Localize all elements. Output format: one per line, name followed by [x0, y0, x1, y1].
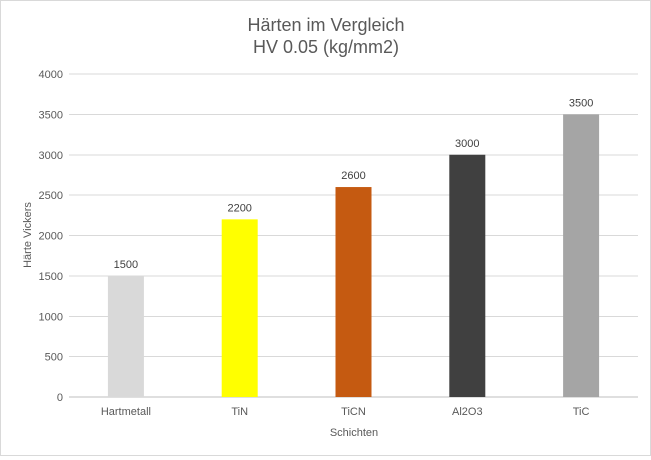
y-tick-label: 2000	[39, 231, 63, 243]
x-tick-label: TiC	[573, 406, 590, 418]
bar-ticn	[335, 187, 372, 397]
y-axis-ticks: 0 500 1000 1500 2000 2500 3000 3500 4000	[39, 69, 63, 404]
y-tick-label: 500	[45, 352, 63, 364]
y-tick-label: 1500	[39, 271, 63, 283]
y-tick-label: 3500	[39, 109, 63, 121]
y-tick-label: 2500	[39, 190, 63, 202]
bar-tic	[563, 114, 600, 397]
bar-tin	[221, 219, 258, 397]
y-tick-label: 1000	[39, 311, 63, 323]
chart-title: Härten im Vergleich	[247, 15, 404, 35]
y-tick-label: 3000	[39, 150, 63, 162]
y-tick-label: 0	[57, 392, 63, 404]
data-label: 3500	[569, 97, 593, 109]
x-axis-title: Schichten	[330, 427, 378, 439]
x-tick-label: TiCN	[341, 406, 366, 418]
y-tick-label: 4000	[39, 69, 63, 81]
bar-hartmetall	[107, 275, 144, 397]
y-axis-title: Härte Vickers	[22, 202, 34, 268]
data-labels: 1500 2200 2600 3000 3500	[114, 97, 594, 271]
data-label: 2600	[341, 170, 365, 182]
chart-subtitle: HV 0.05 (kg/mm2)	[253, 37, 399, 57]
x-axis-ticks: Hartmetall TiN TiCN Al2O3 TiC	[101, 406, 590, 418]
x-tick-label: TiN	[231, 406, 248, 418]
x-tick-label: Al2O3	[452, 406, 483, 418]
bars	[107, 114, 600, 397]
x-tick-label: Hartmetall	[101, 406, 151, 418]
bar-al2o3	[449, 154, 486, 397]
data-label: 2200	[227, 202, 251, 214]
data-label: 1500	[114, 259, 138, 271]
data-label: 3000	[455, 138, 479, 150]
